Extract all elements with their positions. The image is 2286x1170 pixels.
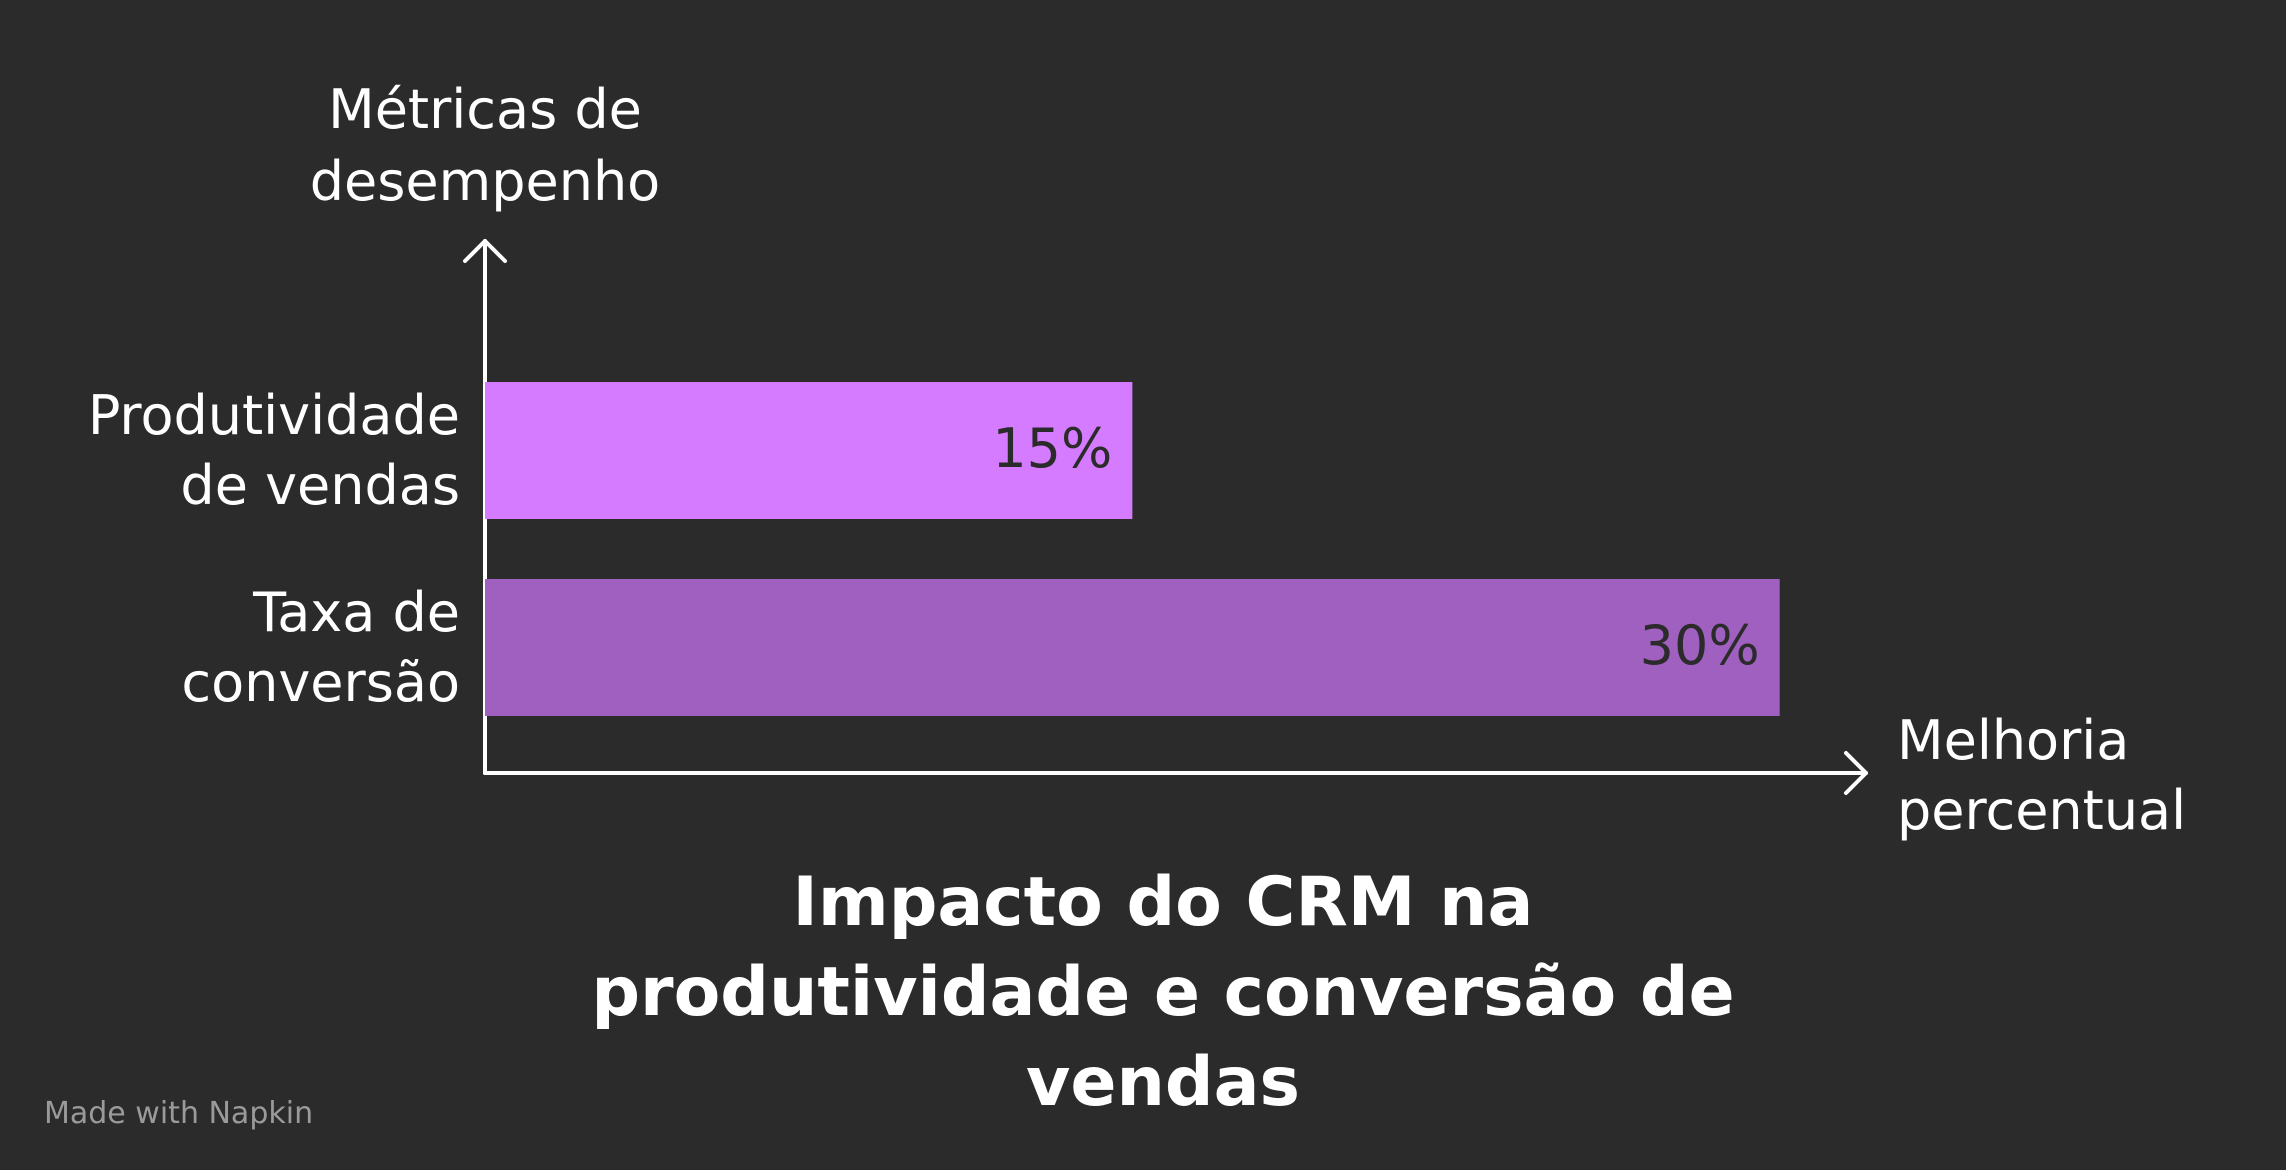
bar <box>485 579 1780 716</box>
y-axis-arrow <box>463 239 507 263</box>
value-label: 15% <box>992 416 1113 480</box>
footer: Made with Napkin <box>44 1096 314 1131</box>
category-label: Produtividade de vendas <box>87 383 460 517</box>
chart-title: Impacto do CRM na produtividade e conver… <box>591 863 1735 1122</box>
x-axis-arrow <box>1844 751 1868 795</box>
bar <box>485 382 1133 519</box>
y-axis-label: Métricas de desempenho <box>309 78 661 213</box>
x-axis-label: Melhoria percentual <box>1897 709 2187 842</box>
value-label: 30% <box>1639 613 1760 677</box>
category-label: Taxa de conversão <box>181 580 460 714</box>
